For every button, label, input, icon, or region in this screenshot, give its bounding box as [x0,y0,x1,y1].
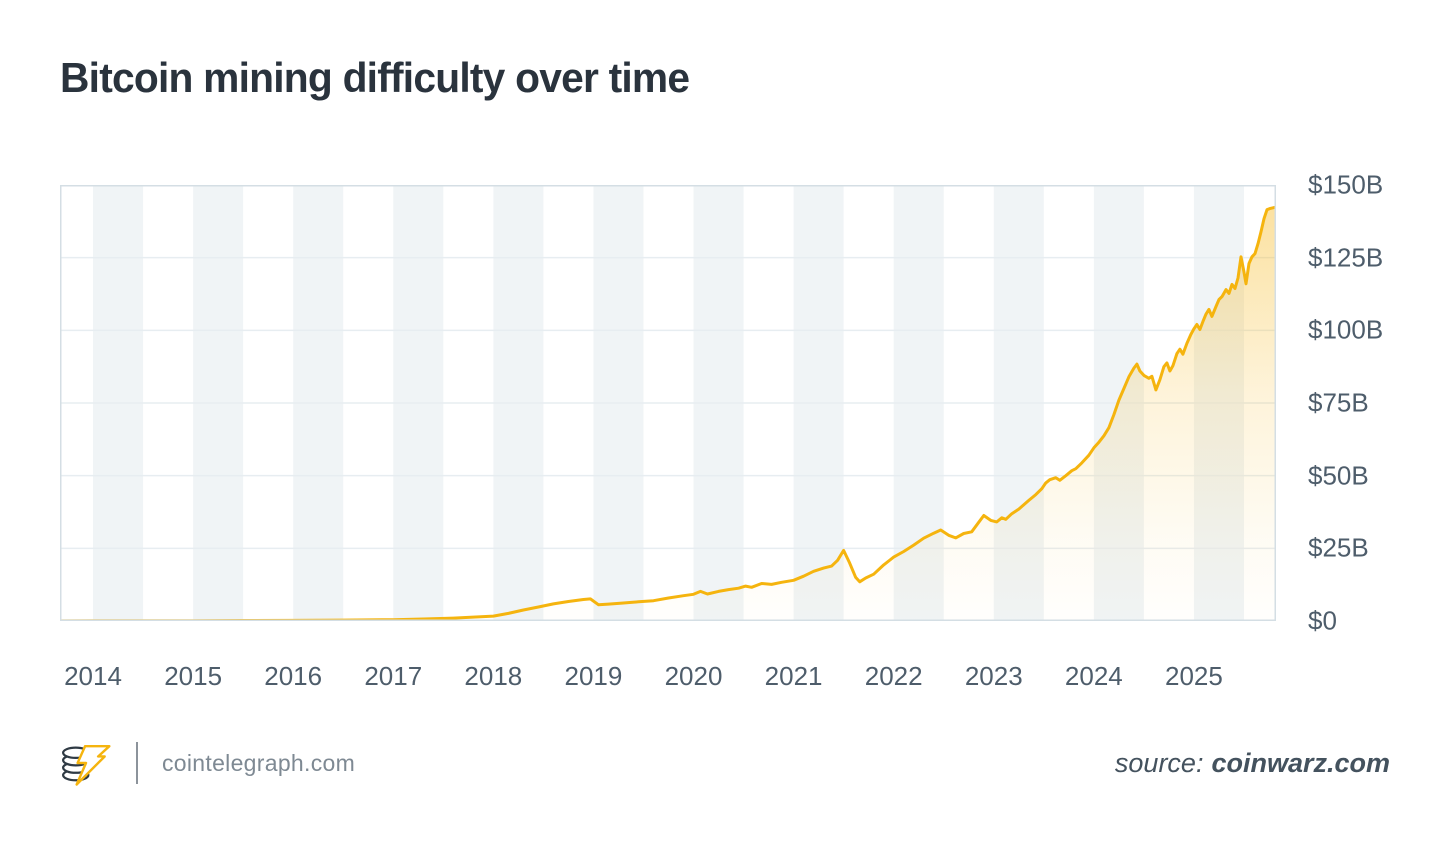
x-axis-tick-label: 2022 [864,661,923,691]
y-axis-tick-label: $100B [1308,314,1384,345]
y-axis-tick-label: $125B [1308,242,1384,273]
x-axis-tick-label: 2020 [664,661,723,691]
y-axis-tick-label: $75B [1308,387,1369,418]
source-attribution: source: coinwarz.com [1115,748,1390,779]
difficulty-line [60,205,1276,621]
footer-site-text: cointelegraph.com [162,749,356,776]
footer-divider [136,742,138,784]
x-axis-tick-label: 2019 [564,661,623,691]
plot-area [60,185,1276,621]
y-axis-tick-label: $150B [1308,169,1384,200]
y-axis-tick-label: $25B [1308,532,1369,563]
x-axis-tick-label: 2014 [64,661,122,691]
source-label: source: [1114,748,1204,778]
y-axis-tick-label: $50B [1308,460,1369,491]
x-axis-tick-label: 2024 [1064,661,1123,691]
lightning-bolt-icon [75,744,111,786]
plot-border [60,185,1276,621]
x-axis-tick-label: 2015 [164,661,223,691]
x-axis-tick-label: 2018 [464,661,523,691]
x-axis-tick-label: 2025 [1165,661,1223,691]
page-title: Bitcoin mining difficulty over time [60,54,690,101]
x-axis-tick-label: 2023 [964,661,1023,691]
x-axis-tick-label: 2021 [764,661,823,691]
cointelegraph-logo-icon [62,744,111,786]
source-value: coinwarz.com [1211,748,1390,778]
footer: cointelegraph.com [58,735,355,791]
x-axis-tick-label: 2017 [364,661,423,691]
y-axis-tick-label: $0 [1308,605,1337,636]
difficulty-area-fill [60,207,1276,621]
x-axis-tick-label: 2016 [264,661,323,691]
